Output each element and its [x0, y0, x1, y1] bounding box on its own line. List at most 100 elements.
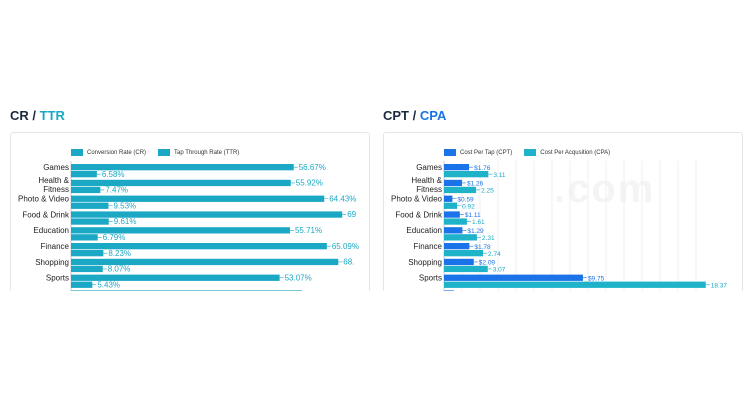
bar	[71, 281, 93, 288]
bar	[444, 227, 463, 234]
data-label: 18.37	[711, 282, 728, 289]
bar	[71, 265, 103, 273]
data-label: $1.29	[467, 228, 484, 235]
data-label: 1.61	[472, 219, 485, 226]
legend-label-cpt: Cost Per Tap (CPT)	[460, 149, 513, 156]
bar	[444, 171, 489, 178]
legend-item-ttr[interactable]: Tap Through Rate (TTR)	[158, 149, 239, 156]
data-label: $1.11	[465, 212, 481, 219]
bar	[444, 274, 583, 281]
category-label: Finance	[41, 242, 70, 251]
bar	[444, 164, 470, 171]
bar	[71, 258, 339, 266]
cpa-title-text: CPA	[419, 108, 447, 123]
legend-item-cr[interactable]: Conversion Rate (CR)	[71, 149, 146, 156]
category-label: Sports	[46, 274, 69, 283]
category-label: Shopping	[408, 258, 442, 267]
data-label: 8.23%	[108, 249, 131, 258]
bar	[444, 234, 477, 241]
data-label: $0.59	[457, 196, 474, 203]
legend-swatch-cr	[71, 149, 83, 156]
ttr-title-text: TTR	[39, 108, 65, 123]
data-label: 53.07%	[285, 273, 312, 282]
category-label: Photo & Video	[391, 195, 443, 204]
category-label: Photo & Video	[18, 195, 70, 204]
bar	[71, 218, 109, 225]
cpt-title-text: CPT	[383, 108, 409, 123]
bar	[444, 281, 706, 288]
data-label: $1.26	[467, 181, 484, 188]
legend-item-cpt[interactable]: Cost Per Tap (CPT)	[444, 149, 512, 156]
bar	[71, 250, 104, 257]
data-label: 64.43%	[329, 194, 356, 203]
data-label: 3.11	[493, 172, 506, 179]
bar	[444, 202, 458, 209]
bar	[444, 186, 477, 194]
bar	[444, 250, 484, 257]
bar	[444, 195, 453, 202]
bar	[71, 164, 294, 171]
data-label: 68.	[343, 258, 354, 267]
bar	[71, 179, 291, 187]
data-label: $9.75	[588, 275, 605, 282]
category-label: Health & Fitness	[411, 176, 442, 194]
legend-swatch-cpa	[524, 149, 537, 156]
data-label: 5.43%	[97, 280, 120, 289]
cr-ttr-bar-chart: Games 56.67% 6.58% Health & Fitness 55.92% 7.4…	[18, 161, 359, 291]
category-label: Education	[406, 226, 442, 235]
category-label: Food & Drink	[395, 210, 443, 219]
legend-swatch-cpt	[444, 149, 456, 156]
data-label: 65.09%	[332, 242, 359, 251]
category-label: Sports	[419, 274, 442, 283]
data-label: $1.76	[474, 165, 491, 172]
data-label: 55.92%	[296, 179, 323, 188]
bar	[444, 265, 488, 273]
cpt-cpa-legend: Cost Per Tap (CPT) Cost Per Acqusition (…	[444, 149, 610, 156]
category-label: Education	[33, 226, 69, 235]
cpt-cpa-title: CPT / CPA	[383, 108, 446, 123]
category-label: Finance	[414, 242, 443, 251]
data-label: 2.25	[481, 188, 494, 195]
legend-label-ttr: Tap Through Rate (TTR)	[174, 149, 240, 156]
data-label: 9.53%	[113, 201, 136, 210]
bar	[71, 195, 325, 202]
data-label: 56.67%	[299, 163, 326, 172]
bar	[71, 202, 109, 209]
data-label: 8.07%	[108, 265, 131, 274]
data-label: 7.47%	[105, 186, 128, 195]
bar	[71, 274, 280, 281]
data-label: 55.71%	[295, 226, 322, 235]
data-label: 2.74	[488, 251, 501, 258]
bar	[444, 179, 462, 187]
bar	[444, 290, 454, 291]
bar	[71, 290, 302, 291]
legend-label-cr: Conversion Rate (CR)	[87, 149, 147, 156]
bar	[444, 218, 467, 225]
bar	[444, 243, 470, 250]
bar	[71, 186, 101, 194]
data-label: 6.79%	[103, 233, 126, 242]
title-separator: /	[28, 108, 40, 123]
data-label: 9.61%	[114, 217, 137, 226]
cpt-cpa-bar-chart: Games $1.763.11 Health & Fitness $1.262.25 Ph…	[391, 161, 728, 291]
category-label: Health & Fitness	[38, 176, 69, 194]
data-label: $1.78	[474, 244, 491, 251]
category-label: Games	[416, 163, 442, 172]
category-label: Food & Drink	[22, 210, 70, 219]
legend-label-cpa: Cost Per Acqusition (CPA)	[540, 149, 611, 156]
data-label: 3.07	[493, 267, 506, 274]
data-label: 0.92	[462, 203, 475, 210]
data-label: 6.58%	[102, 170, 125, 179]
title-separator: /	[409, 108, 420, 123]
cpt-cpa-chart-panel: .com Cost Per Tap (CPT) Cost Per Acqusit…	[383, 132, 743, 291]
data-label: $2.09	[479, 260, 496, 267]
bar	[71, 227, 290, 234]
cr-ttr-legend: Conversion Rate (CR) Tap Through Rate (T…	[71, 149, 239, 156]
cr-ttr-chart-panel: Conversion Rate (CR) Tap Through Rate (T…	[10, 132, 370, 291]
category-label: Games	[43, 163, 69, 172]
legend-item-cpa[interactable]: Cost Per Acqusition (CPA)	[524, 149, 610, 156]
bar	[444, 211, 460, 218]
bar	[71, 211, 343, 218]
cr-title-text: CR	[10, 108, 29, 123]
bar	[71, 171, 97, 178]
